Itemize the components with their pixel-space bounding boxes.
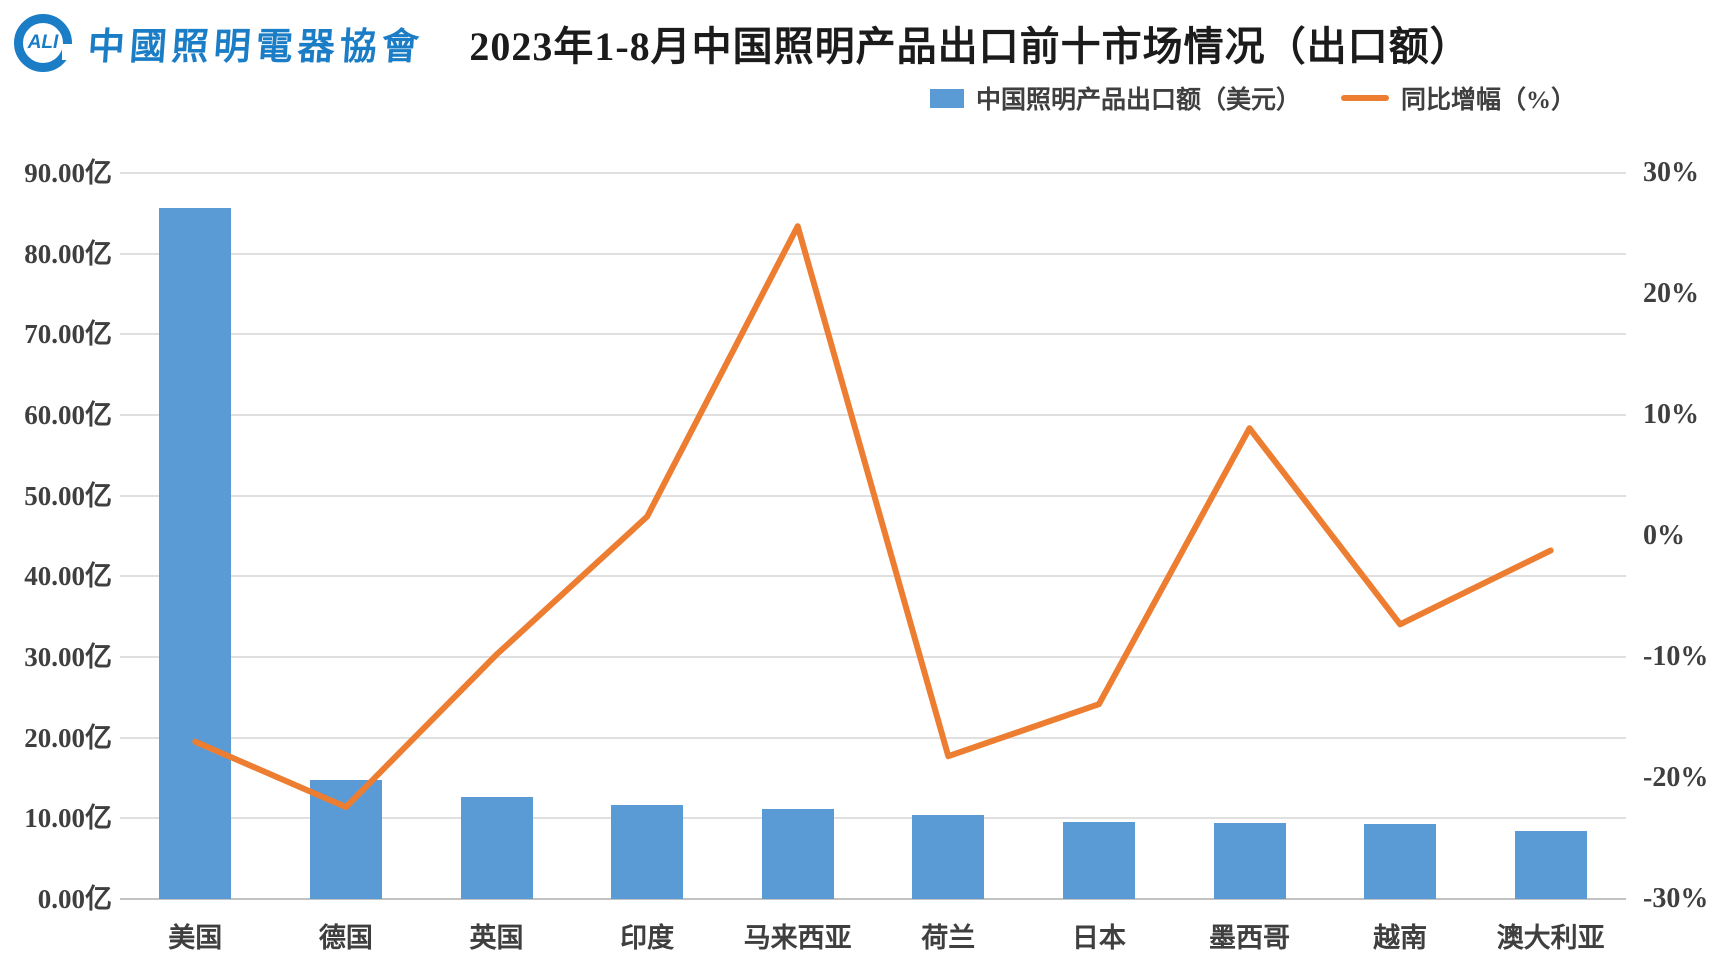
legend-item-export-value: 中国照明产品出口额（美元） [930, 80, 1301, 116]
left-axis-tick-label: 60.00亿 [24, 400, 112, 430]
gridline [120, 575, 1626, 578]
right-axis-tick-label: -30% [1643, 883, 1709, 914]
x-axis-line [120, 898, 1626, 900]
left-axis-tick-label: 80.00亿 [24, 238, 112, 269]
right-axis-tick-label: 30% [1643, 157, 1699, 188]
cali-logo-mark: ALI [14, 14, 75, 72]
x-axis-label-2: 英国 [469, 923, 524, 953]
left-axis-tick-label: 30.00亿 [24, 642, 112, 672]
page-title: 2023年1-8月中国照明产品出口前十市场情况（出口额） [469, 24, 1471, 69]
gridline [120, 736, 1626, 739]
bar-7 [1213, 823, 1286, 899]
left-axis-tick-label: 70.00亿 [24, 319, 112, 350]
gridline [120, 817, 1626, 820]
x-axis-label-7: 墨西哥 [1208, 923, 1290, 953]
bar-9 [1514, 831, 1587, 899]
x-axis-label-6: 日本 [1071, 923, 1126, 953]
left-axis-tick-label: 90.00亿 [24, 158, 112, 188]
gridline [120, 252, 1626, 255]
cali-logo: ALI 中國照明電器協會 [14, 14, 425, 72]
bar-8 [1364, 823, 1437, 899]
gridline [120, 414, 1626, 416]
x-axis-label-9: 澳大利亚 [1496, 923, 1605, 953]
legend-line-label: 同比增幅（%） [1401, 87, 1577, 114]
yoy-growth-polyline [192, 223, 1554, 810]
right-axis-tick-label: -20% [1643, 762, 1709, 793]
right-axis-tick-label: 20% [1643, 278, 1699, 309]
cali-logo-ali-text: ALI [27, 32, 59, 53]
right-axis-tick-label: 10% [1643, 399, 1699, 430]
x-axis-label-3: 印度 [620, 923, 675, 953]
x-axis-label-0: 美国 [168, 923, 223, 953]
cali-logo-c-ring-icon [14, 14, 72, 72]
bar-series-swatch-icon [930, 88, 964, 108]
right-axis-tick-label: -10% [1643, 641, 1709, 672]
bar-6 [1062, 822, 1135, 899]
left-axis-tick-label: 50.00亿 [24, 480, 112, 511]
x-axis-label-5: 荷兰 [921, 923, 976, 953]
gridline [120, 333, 1626, 336]
left-axis-tick-label: 10.00亿 [24, 803, 112, 834]
bar-2 [460, 796, 533, 899]
gridline [120, 656, 1626, 658]
gridline [120, 172, 1626, 174]
bar-4 [761, 808, 834, 899]
left-axis-tick-label: 20.00亿 [24, 722, 112, 753]
legend-item-yoy-growth: 同比增幅（%） [1341, 80, 1576, 116]
legend-bar-label: 中国照明产品出口额（美元） [976, 87, 1302, 114]
x-axis-label-4: 马来西亚 [743, 923, 852, 953]
left-axis-tick-label: 40.00亿 [24, 561, 112, 592]
bar-5 [912, 815, 985, 899]
x-axis-label-8: 越南 [1373, 923, 1428, 953]
right-axis-tick-label: 0% [1643, 520, 1685, 551]
line-series-swatch-icon [1341, 95, 1390, 101]
chart-legend: 中国照明产品出口额（美元） 同比增幅（%） [930, 80, 1576, 116]
left-axis-tick-label: 0.00亿 [37, 884, 112, 914]
bar-3 [611, 805, 684, 899]
cali-logo-c-opening [62, 44, 75, 60]
bar-0 [159, 207, 232, 899]
yoy-growth-line [192, 223, 1554, 810]
x-axis-label-1: 德国 [318, 923, 373, 953]
